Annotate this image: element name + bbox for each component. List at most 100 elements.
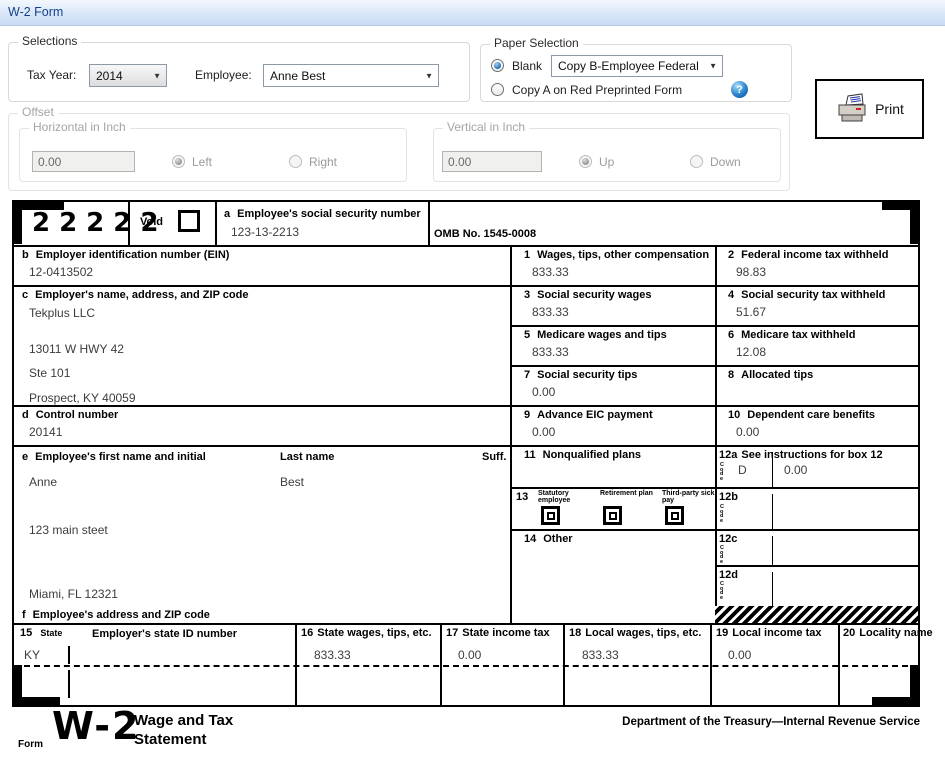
blank-label: Blank — [512, 59, 543, 73]
selections-group: Selections Tax Year: 2014 ▼ Employee: An… — [8, 34, 470, 102]
box-5-value: 833.33 — [532, 345, 569, 359]
box-11-label: 11 Nonqualified plans — [524, 449, 642, 461]
box-12a-code-word: Code — [720, 462, 724, 482]
footer-title-line1: Wage and Tax — [134, 712, 234, 729]
grid-line — [510, 245, 512, 623]
copy-a-radio[interactable] — [491, 83, 504, 96]
vertical-offset-input — [442, 151, 542, 172]
grid-line — [510, 365, 918, 367]
state-tick — [68, 646, 70, 664]
grid-line — [510, 529, 918, 531]
code-divider — [772, 572, 773, 606]
chevron-down-icon: ▼ — [153, 71, 161, 80]
grid-line — [14, 285, 918, 287]
help-icon[interactable]: ? — [731, 81, 748, 98]
grid-line — [14, 623, 918, 625]
grid-line — [838, 623, 840, 705]
box-7-label: 7 Social security tips — [524, 369, 638, 381]
tax-year-label: Tax Year: — [27, 68, 77, 82]
box-4-label: 4 Social security tax withheld — [728, 289, 886, 301]
horizontal-offset-input — [32, 151, 135, 172]
grid-line — [710, 623, 712, 705]
box-e-label: e Employee's first name and initial — [22, 451, 206, 463]
employee-select[interactable]: Anne Best ▼ — [263, 64, 439, 87]
code-divider — [772, 494, 773, 529]
employee-value: Anne Best — [270, 68, 326, 83]
grid-line — [510, 487, 918, 489]
box-b-value: 12-0413502 — [29, 265, 94, 279]
grid-line — [14, 245, 918, 247]
grid-line — [715, 245, 717, 623]
box-19-value: 0.00 — [728, 648, 752, 662]
state-tick — [68, 670, 70, 698]
chevron-down-icon: ▼ — [709, 61, 717, 71]
horizontal-offset-group: Horizontal in Inch Left Right — [19, 120, 407, 182]
box-5-label: 5 Medicare wages and tips — [524, 329, 667, 341]
omb-number: OMB No. 1545-0008 — [434, 228, 537, 240]
box-8-label: 8 Allocated tips — [728, 369, 814, 381]
box-9-label: 9 Advance EIC payment — [524, 409, 653, 421]
hatched-area — [715, 606, 918, 623]
box-17-value: 0.00 — [458, 648, 482, 662]
right-radio — [289, 155, 302, 168]
box-15-label: 15 State — [20, 627, 63, 639]
statutory-employee-label: Statutory employee — [538, 490, 571, 504]
box-1-value: 833.33 — [532, 265, 569, 279]
window-title: W-2 Form — [8, 5, 64, 19]
box-15-state-value: KY — [24, 648, 41, 662]
employee-last-name: Best — [280, 475, 305, 489]
third-party-sick-pay-label: Third-party sick pay — [662, 490, 715, 504]
print-button[interactable]: Print — [815, 79, 924, 139]
blank-radio[interactable] — [491, 59, 504, 72]
left-label: Left — [192, 155, 213, 169]
suffix-label: Suff. — [482, 451, 507, 463]
box-17-label: 17 State income tax — [446, 627, 550, 639]
box-a-label: a Employee's social security number — [224, 208, 421, 220]
statutory-employee-checkbox — [541, 506, 560, 525]
grid-line — [14, 405, 918, 407]
vertical-offset-label: Vertical in Inch — [443, 120, 530, 134]
tax-year-select[interactable]: 2014 ▼ — [89, 64, 167, 87]
grid-line — [563, 623, 565, 705]
box-a-value: 123-13-2213 — [231, 225, 300, 239]
footer-w2-logo: W-2 — [52, 704, 141, 748]
box-3-label: 3 Social security wages — [524, 289, 652, 301]
box-2-label: 2 Federal income tax withheld — [728, 249, 889, 261]
grid-line — [295, 623, 297, 705]
box-20-label: 20 Locality name — [843, 627, 933, 639]
box-9-value: 0.00 — [532, 425, 556, 439]
box-12b-code-word: Code — [720, 504, 724, 524]
box-6-label: 6 Medicare tax withheld — [728, 329, 856, 341]
code-divider — [772, 536, 773, 565]
footer-treasury: Department of the Treasury—Internal Reve… — [622, 716, 920, 728]
registration-mark — [12, 200, 64, 244]
dashed-divider — [14, 665, 918, 667]
window-titlebar: W-2 Form — [0, 0, 945, 26]
box-16-label: 16 State wages, tips, etc. — [301, 627, 432, 639]
offset-group-label: Offset — [18, 105, 58, 119]
void-label: Void — [140, 216, 164, 228]
print-label: Print — [875, 101, 904, 117]
retirement-plan-label: Retirement plan — [600, 490, 653, 497]
grid-line — [510, 325, 918, 327]
void-checkbox — [178, 210, 200, 232]
box-16-value: 833.33 — [314, 648, 351, 662]
box-12c-label: 12c — [719, 533, 738, 545]
employee-label: Employee: — [195, 68, 252, 82]
employee-city: Miami, FL 12321 — [29, 587, 118, 601]
copy-type-select[interactable]: Copy B-Employee Federal ▼ — [551, 55, 723, 77]
box-2-value: 98.83 — [736, 265, 767, 279]
box-10-value: 0.00 — [736, 425, 760, 439]
grid-line — [715, 565, 918, 567]
box-12a-code: D — [738, 463, 747, 477]
registration-mark — [872, 665, 920, 707]
box-10-label: 10 Dependent care benefits — [728, 409, 876, 421]
employer-address-2: Ste 101 — [29, 366, 71, 380]
box-d-value: 20141 — [29, 425, 63, 439]
footer-form-word: Form — [18, 739, 43, 750]
box-1-label: 1 Wages, tips, other compensation — [524, 249, 710, 261]
box-12a-label: 12a See instructions for box 12 — [719, 449, 883, 461]
employer-address-1: 13011 W HWY 42 — [29, 342, 124, 356]
grid-line — [215, 202, 217, 245]
